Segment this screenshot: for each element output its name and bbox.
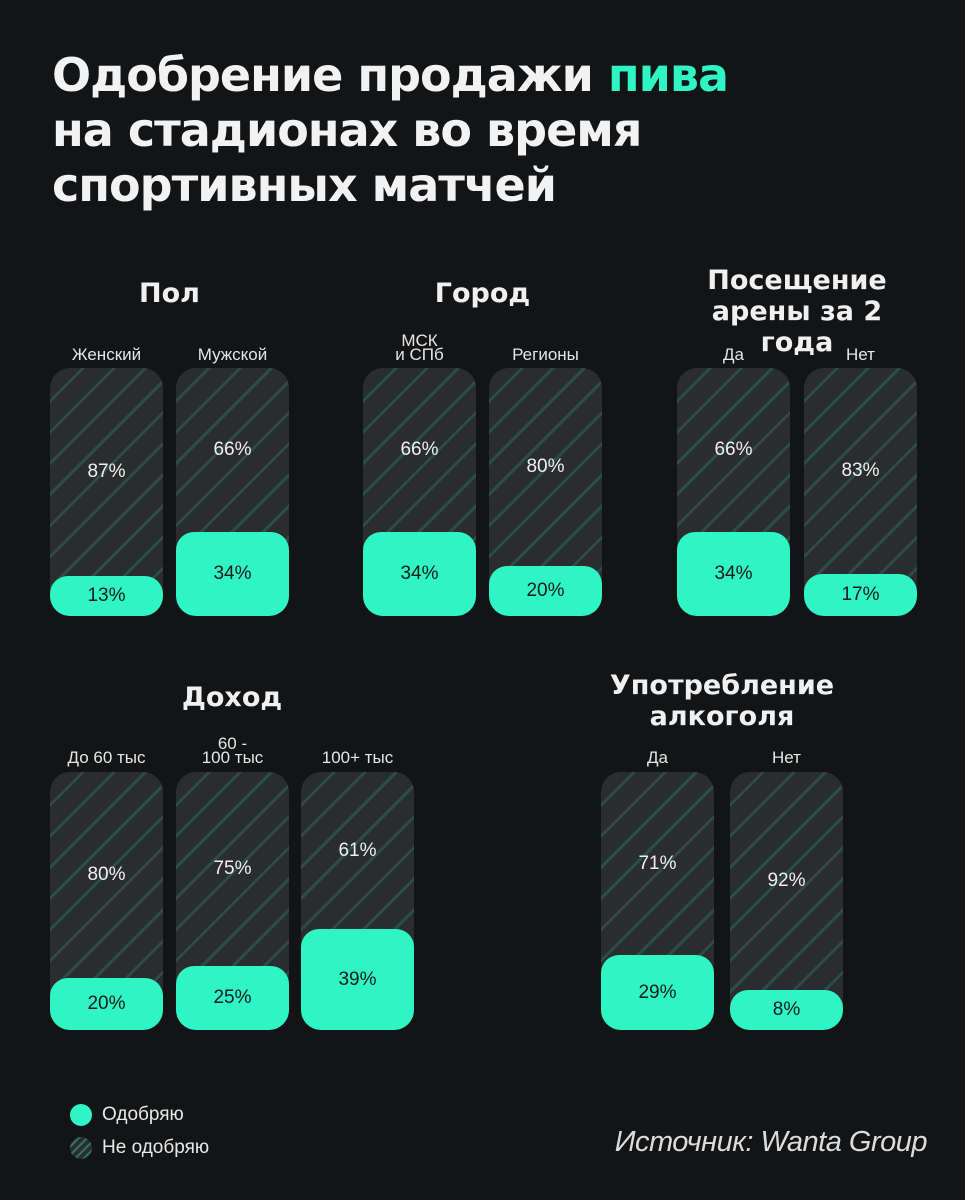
- category-label: Мужской: [197, 345, 268, 364]
- stacked-bar: 66% 34%: [363, 368, 476, 616]
- stacked-bar: 66% 34%: [176, 368, 289, 616]
- bar-column: Женский 87% 13%: [50, 278, 163, 616]
- bar-column: 60 - 100 тыс 75% 25%: [176, 682, 289, 1030]
- source-note: Источник: Wanta Group: [614, 1126, 928, 1158]
- category-label: До 60 тыс: [67, 748, 146, 767]
- stacked-bar: 61% 39%: [301, 772, 414, 1030]
- category-label: 60 - 100 тыс: [201, 734, 264, 767]
- legend-approve-label: Одобряю: [102, 1104, 184, 1125]
- legend-disapprove: Не одобряю: [70, 1137, 209, 1159]
- category-label: Да: [647, 748, 668, 767]
- approve-segment: 20%: [50, 978, 163, 1030]
- stacked-bar: 87% 13%: [50, 368, 163, 616]
- bar-column: Нет 92% 8%: [730, 670, 843, 1030]
- category-label: Да: [723, 345, 744, 364]
- approve-segment: 17%: [804, 573, 917, 616]
- disapprove-swatch-icon: [70, 1137, 92, 1159]
- chart-group-0: Пол Женский 87% 13% Мужской 66% 34%: [50, 278, 289, 616]
- page-title: Одобрение продажи пива на стадионах во в…: [52, 48, 729, 213]
- disapprove-segment-label: 87%: [87, 461, 126, 482]
- approve-segment: 39%: [301, 929, 414, 1030]
- approve-segment: 20%: [489, 566, 602, 616]
- approve-swatch-icon: [70, 1104, 92, 1126]
- stacked-bar: 80% 20%: [50, 772, 163, 1030]
- stacked-bar: 92% 8%: [730, 772, 843, 1030]
- category-label: МСК и СПб: [395, 331, 444, 364]
- bar-column: Нет 83% 17%: [804, 265, 917, 616]
- bar-column: МСК и СПб 66% 34%: [363, 278, 476, 616]
- category-label: Женский: [71, 345, 142, 364]
- bar-column: 100+ тыс 61% 39%: [301, 682, 414, 1030]
- title-line-3: спортивных матчей: [52, 158, 557, 212]
- disapprove-segment-label: 61%: [338, 839, 377, 861]
- approve-segment: 34%: [363, 531, 476, 616]
- title-line-2: на стадионах во время: [52, 103, 642, 157]
- disapprove-segment-label: 75%: [213, 857, 252, 879]
- legend-approve: Одобряю: [70, 1104, 184, 1126]
- disapprove-segment-label: 71%: [638, 852, 677, 874]
- bar-column: Да 66% 34%: [677, 265, 790, 616]
- chart-title: Посещение арены за 2 года: [707, 265, 887, 358]
- category-label: Нет: [772, 748, 801, 767]
- disapprove-segment-label: 66%: [714, 438, 753, 460]
- category-label: 100+ тыс: [321, 748, 394, 767]
- bar-column: До 60 тыс 80% 20%: [50, 682, 163, 1030]
- chart-group-3: Доход До 60 тыс 80% 20% 60 - 100 тыс 75% 25% 10…: [50, 682, 414, 1030]
- chart-title: Доход: [181, 682, 283, 713]
- disapprove-segment-label: 66%: [400, 438, 439, 460]
- stacked-bar: 83% 17%: [804, 368, 917, 616]
- approve-segment: 25%: [176, 965, 289, 1030]
- approve-segment: 34%: [677, 531, 790, 616]
- disapprove-segment-label: 83%: [841, 459, 880, 481]
- bar-column: Регионы 80% 20%: [489, 278, 602, 616]
- chart-group-2: Посещение арены за 2 года Да 66% 34% Нет 83% 1…: [677, 265, 917, 616]
- stacked-bar: 80% 20%: [489, 368, 602, 616]
- chart-title: Пол: [139, 278, 200, 309]
- disapprove-segment-label: 92%: [767, 870, 806, 891]
- stacked-bar: 66% 34%: [677, 368, 790, 616]
- category-label: Регионы: [512, 345, 579, 364]
- stacked-bar: 71% 29%: [601, 772, 714, 1030]
- chart-title: Город: [434, 278, 531, 309]
- approve-segment: 34%: [176, 531, 289, 616]
- title-accent: пива: [607, 48, 729, 102]
- bar-column: Да 71% 29%: [601, 670, 714, 1030]
- approve-segment: 29%: [601, 955, 714, 1030]
- chart-group-1: Город МСК и СПб 66% 34% Регионы 80% 20%: [363, 278, 602, 616]
- chart-title: Употребление алкоголя: [609, 670, 835, 732]
- disapprove-segment-label: 66%: [213, 438, 252, 460]
- chart-group-4: Употребление алкоголя Да 71% 29% Нет 92% 8%: [601, 670, 843, 1030]
- bar-column: Мужской 66% 34%: [176, 278, 289, 616]
- title-line-1: Одобрение продажи: [52, 48, 608, 102]
- stacked-bar: 75% 25%: [176, 772, 289, 1030]
- approve-segment: 13%: [50, 576, 163, 616]
- approve-segment: 8%: [730, 990, 843, 1030]
- disapprove-segment-label: 80%: [87, 864, 126, 886]
- category-label: Нет: [846, 345, 875, 364]
- legend-disapprove-label: Не одобряю: [102, 1137, 210, 1158]
- disapprove-segment-label: 80%: [526, 456, 565, 478]
